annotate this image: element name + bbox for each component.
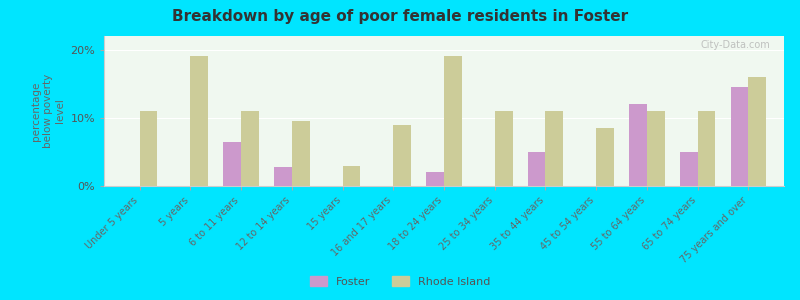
- Bar: [698, 111, 715, 186]
- Bar: [596, 128, 614, 186]
- Bar: [444, 56, 462, 186]
- Bar: [749, 77, 766, 186]
- Bar: [394, 124, 411, 186]
- Bar: [680, 152, 698, 186]
- Bar: [223, 142, 241, 186]
- Y-axis label: percentage
below poverty
level: percentage below poverty level: [31, 74, 65, 148]
- Text: Breakdown by age of poor female residents in Foster: Breakdown by age of poor female resident…: [172, 9, 628, 24]
- Bar: [730, 87, 749, 186]
- Bar: [494, 111, 513, 186]
- Bar: [342, 166, 360, 186]
- Bar: [190, 56, 208, 186]
- Bar: [139, 111, 158, 186]
- Text: City-Data.com: City-Data.com: [701, 40, 770, 50]
- Bar: [528, 152, 546, 186]
- Bar: [630, 104, 647, 186]
- Bar: [647, 111, 665, 186]
- Bar: [546, 111, 563, 186]
- Bar: [292, 121, 310, 186]
- Bar: [274, 167, 292, 186]
- Bar: [426, 172, 444, 186]
- Legend: Foster, Rhode Island: Foster, Rhode Island: [306, 272, 494, 291]
- Bar: [241, 111, 258, 186]
